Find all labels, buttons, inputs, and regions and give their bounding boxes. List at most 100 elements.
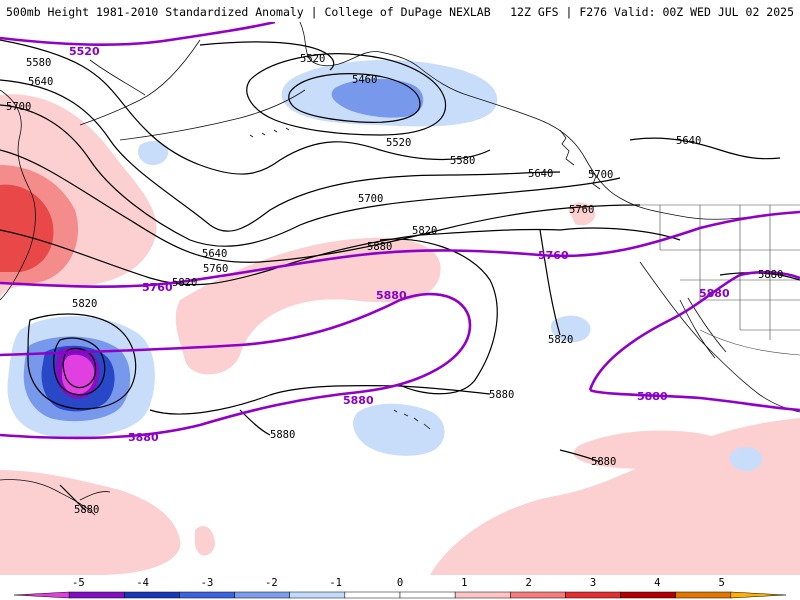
colorbar-bin [620,591,676,599]
contour-label: 5580 [450,155,475,167]
colorbar-bin [675,591,732,599]
positive-anomaly-left-strip [0,118,22,150]
contour-label: 5640 [528,168,553,180]
contour-label: 5880 [489,389,514,401]
contour-5520-north-edge [199,41,335,71]
us-mexico-border [699,329,800,356]
asia-coast [0,89,36,301]
contour-5880-east [719,272,800,281]
colorbar-bin [565,591,621,599]
reference-label: 5760 [538,249,569,262]
contour-label: 5460 [352,74,377,86]
colorbar-tick-label: 0 [397,577,403,589]
baja-peninsula [679,297,727,359]
contour-label: 5580 [26,57,51,69]
reference-label: 5760 [142,281,173,294]
contour-label: 5820 [172,277,197,289]
hawaii-islands [393,409,431,430]
contour-5880-southwest [59,484,86,511]
colorbar-tick-label: 2 [526,577,532,589]
colorbar-bin [454,591,511,599]
reference-label: 5880 [343,394,374,407]
contour-5820 [0,228,561,286]
colorbar-tick-label: -3 [201,577,214,589]
contour-5880-loop [379,238,498,395]
contour-5640-north [0,79,561,232]
contour-label: 5820 [412,225,437,237]
colorbar-tick-label: -2 [265,577,278,589]
reference-label: 5880 [699,287,730,300]
colorbar-bin [344,591,401,599]
model-run-info: 12Z GFS | F276 Valid: 00Z WED JUL 02 202… [510,5,794,19]
colorbar: -5 -4 -3 -2 -1 0 1 2 3 4 5 [0,575,800,600]
contour-5880-central [149,384,491,415]
colorbar-bins [13,591,787,599]
contour-label: 5760 [203,263,228,275]
contour-label: 5640 [202,248,227,260]
ref-contour-5520 [0,22,276,47]
contour-label: 5820 [548,334,573,346]
contour-5580-north [0,39,491,175]
negative-anomaly-pacific [353,403,445,456]
contour-label: 5700 [588,169,613,181]
reference-label: 5880 [128,431,159,444]
colorbar-tick-label: 5 [719,577,725,589]
colorbar-tick-label: -1 [329,577,342,589]
contour-5520-low [246,53,447,136]
negative-anomaly-offshore [550,315,591,343]
colorbar-bin [399,591,456,599]
canada-coast-detail [559,129,601,190]
aleutian-chain [119,89,306,141]
positive-anomaly-southwest-edge [195,525,215,556]
colorbar-tick-label: 1 [461,577,467,589]
colorbar-tick-label: -5 [72,577,85,589]
colorbar-tick-labels: -5 -4 -3 -2 -1 0 1 2 3 4 5 [72,577,725,589]
positive-anomaly-west-strong [0,184,54,272]
contour-label: 5640 [676,135,701,147]
reference-contour-labels: 5520 5760 5880 5760 5880 5880 5880 5880 [69,45,730,444]
colorbar-tick-label: 4 [654,577,660,589]
contour-label: 5760 [569,204,594,216]
contour-label: 5880 [270,429,295,441]
contour-5640-east [629,137,781,160]
colorbar-bin [730,591,787,599]
political-borders [640,204,800,356]
colorbar-tick-label: -4 [136,577,149,589]
height-contours [0,39,800,511]
ref-contour-5880-east [588,270,800,391]
ref-contour-5760 [0,210,800,288]
colorbar-bin [124,591,180,599]
contour-label: 5640 [28,76,53,88]
contour-5820-cyclone [27,313,137,410]
contour-label: 5520 [300,53,325,65]
ref-contour-5880-south-east [589,388,800,412]
reference-label: 5520 [69,45,100,58]
anomaly-shading [0,60,800,575]
contour-label: 5880 [367,241,392,253]
colorbar-bin [68,591,125,599]
negative-anomaly-north-small [138,140,169,166]
colorbar-bin [289,591,346,599]
negative-anomaly-north-core [331,78,424,118]
contour-5760 [0,149,641,263]
contour-cyclone-ring-1 [53,337,106,396]
contour-label: 5700 [6,101,31,113]
colorbar-bin [234,591,290,599]
reference-contours [0,22,800,440]
header-bar: 500mb Height 1981-2010 Standardized Anom… [0,0,800,22]
colorbar-bin [179,591,235,599]
contour-label: 5700 [358,193,383,205]
contour-label: 5880 [74,504,99,516]
contour-label: 5820 [72,298,97,310]
negative-anomaly-southwest-us [729,447,763,472]
positive-anomaly-coast [568,202,596,226]
contour-5460-low [288,73,421,123]
reference-label: 5880 [376,289,407,302]
mexico-coast [639,261,800,413]
reference-label: 5880 [637,390,668,403]
ref-contour-5880-main [0,292,472,440]
contour-label: 5880 [758,269,783,281]
map-canvas: 5580 5640 5700 5520 5460 5520 5580 5640 … [0,22,800,575]
contour-5700 [0,104,621,247]
